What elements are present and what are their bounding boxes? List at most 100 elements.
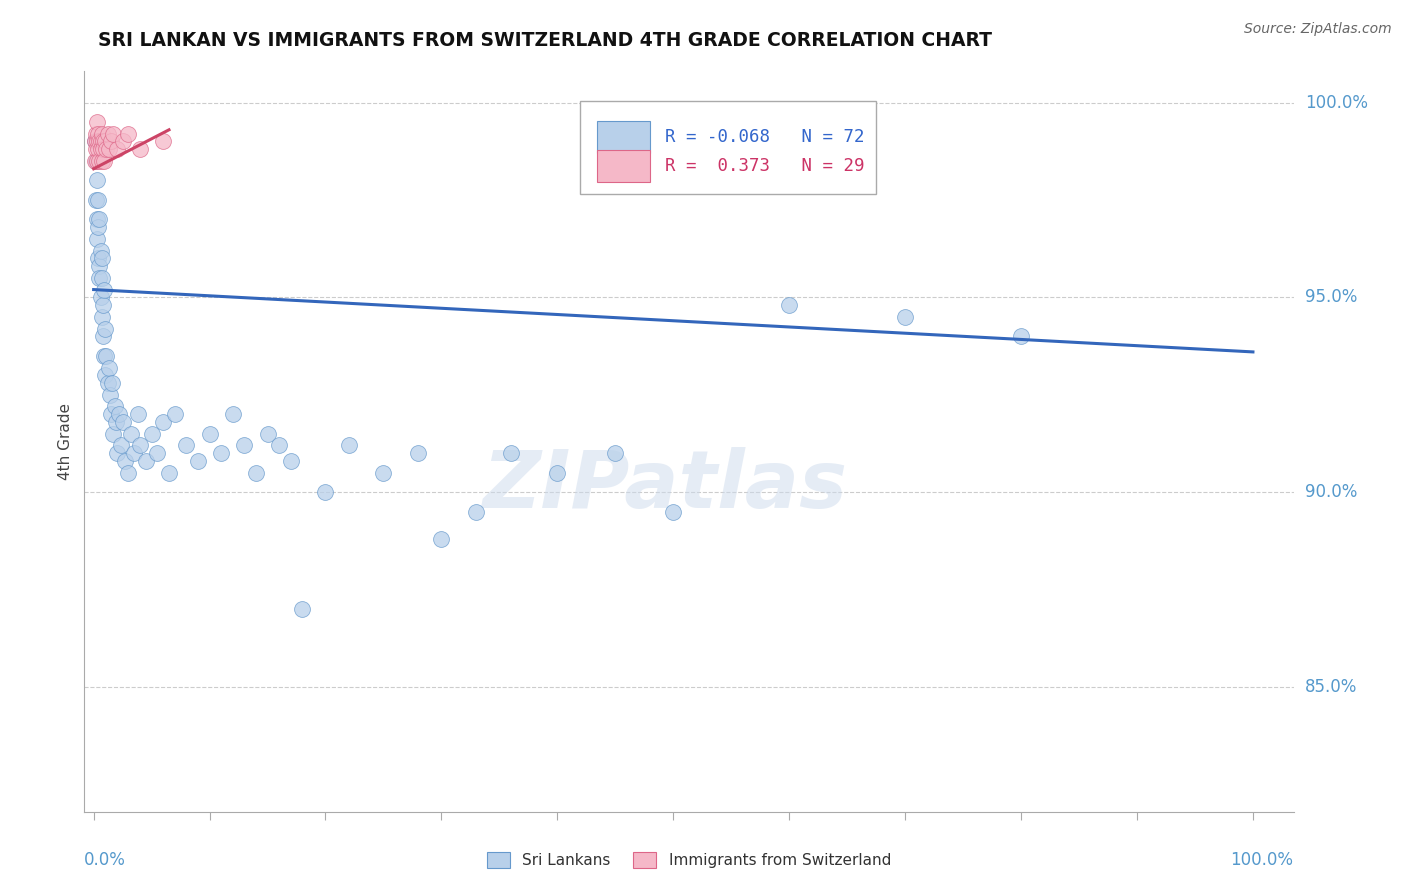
Point <box>605 446 627 460</box>
Point <box>280 454 302 468</box>
Point <box>315 485 337 500</box>
Point <box>245 466 267 480</box>
Point <box>84 127 107 141</box>
Point <box>114 454 136 468</box>
Text: 100.0%: 100.0% <box>1305 94 1368 112</box>
Point <box>198 426 221 441</box>
Point <box>90 290 112 304</box>
Point <box>152 415 174 429</box>
Text: R = -0.068   N = 72: R = -0.068 N = 72 <box>665 128 865 146</box>
Point <box>117 127 139 141</box>
Point <box>100 135 122 149</box>
Point <box>120 426 142 441</box>
Point <box>256 426 278 441</box>
Point <box>111 415 134 429</box>
Point <box>90 127 112 141</box>
Point <box>84 142 107 156</box>
Point <box>87 127 110 141</box>
Point <box>337 438 360 452</box>
Point <box>84 153 107 168</box>
Point <box>91 329 114 343</box>
Point <box>90 252 112 266</box>
Point <box>89 135 111 149</box>
Point <box>209 446 232 460</box>
Text: Source: ZipAtlas.com: Source: ZipAtlas.com <box>1244 22 1392 37</box>
Point <box>90 142 112 156</box>
Point <box>406 446 429 460</box>
Point <box>105 142 128 156</box>
Point <box>97 360 120 375</box>
Point <box>103 426 125 441</box>
Point <box>93 349 115 363</box>
Point <box>90 135 112 149</box>
Point <box>122 446 145 460</box>
Point <box>127 407 149 421</box>
Point <box>86 153 108 168</box>
Point <box>89 259 111 273</box>
Point <box>1010 329 1032 343</box>
Text: 95.0%: 95.0% <box>1305 288 1357 306</box>
Point <box>86 212 108 227</box>
FancyBboxPatch shape <box>598 150 650 182</box>
Point <box>146 446 169 460</box>
Point <box>91 135 114 149</box>
Point <box>89 212 111 227</box>
Point <box>87 252 110 266</box>
Point <box>91 142 114 156</box>
Point <box>83 135 105 149</box>
Point <box>104 415 127 429</box>
Point <box>778 298 800 312</box>
Point <box>83 135 105 149</box>
Point <box>546 466 568 480</box>
Point <box>90 244 112 258</box>
Point <box>187 454 209 468</box>
Point <box>135 454 157 468</box>
Text: SRI LANKAN VS IMMIGRANTS FROM SWITZERLAND 4TH GRADE CORRELATION CHART: SRI LANKAN VS IMMIGRANTS FROM SWITZERLAN… <box>98 31 993 50</box>
Point <box>110 438 132 452</box>
Point <box>86 232 108 246</box>
Point <box>117 466 139 480</box>
Point <box>86 135 108 149</box>
Point <box>499 446 522 460</box>
Text: R =  0.373   N = 29: R = 0.373 N = 29 <box>665 157 865 175</box>
Legend: Sri Lankans, Immigrants from Switzerland: Sri Lankans, Immigrants from Switzerland <box>481 847 897 874</box>
Point <box>141 426 163 441</box>
Point <box>90 310 112 324</box>
Text: ZIPatlas: ZIPatlas <box>482 447 848 525</box>
Point <box>94 135 117 149</box>
Point <box>111 135 134 149</box>
Point <box>103 127 125 141</box>
Point <box>105 446 128 460</box>
Point <box>87 193 110 207</box>
Point <box>97 142 120 156</box>
Point <box>152 135 174 149</box>
Text: 85.0%: 85.0% <box>1305 678 1357 696</box>
Point <box>373 466 395 480</box>
Text: 100.0%: 100.0% <box>1230 851 1294 869</box>
Point <box>894 310 917 324</box>
Point <box>84 193 107 207</box>
Y-axis label: 4th Grade: 4th Grade <box>58 403 73 480</box>
Point <box>94 368 117 383</box>
Text: 90.0%: 90.0% <box>1305 483 1357 501</box>
Point <box>662 505 685 519</box>
Point <box>157 466 180 480</box>
Point <box>96 142 118 156</box>
Point <box>93 153 115 168</box>
Point <box>129 142 152 156</box>
Point <box>91 298 114 312</box>
Point <box>86 173 108 187</box>
Point <box>98 388 121 402</box>
Point <box>83 153 105 168</box>
Point <box>291 602 314 616</box>
Point <box>269 438 291 452</box>
Point <box>90 271 112 285</box>
Point <box>163 407 186 421</box>
Point <box>430 532 453 546</box>
Point <box>233 438 256 452</box>
Point <box>90 153 112 168</box>
Point <box>89 271 111 285</box>
Point <box>176 438 198 452</box>
Text: 0.0%: 0.0% <box>84 851 127 869</box>
Point <box>465 505 488 519</box>
